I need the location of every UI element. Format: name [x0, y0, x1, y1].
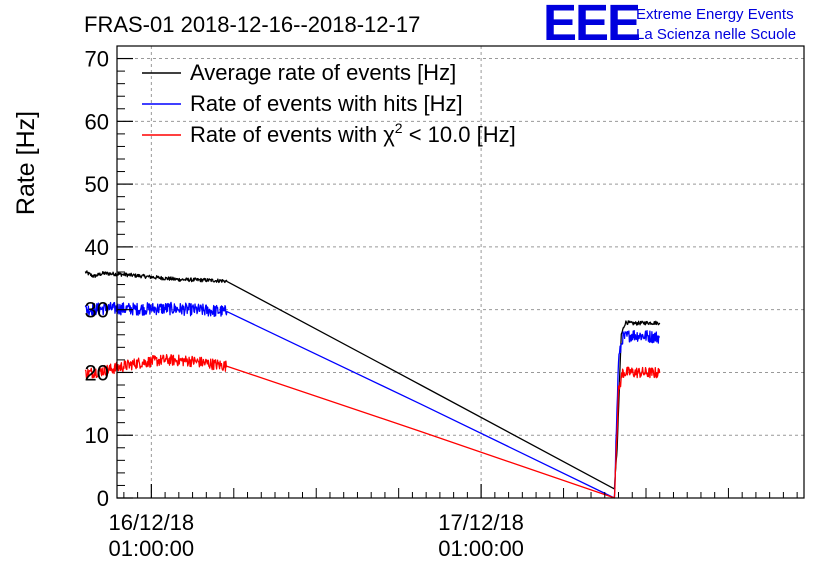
- series-group: [84, 270, 661, 499]
- y-tick-label: 40: [85, 235, 109, 260]
- series-line-2: [84, 354, 661, 499]
- chart-title: FRAS-01 2018-12-16--2018-12-17: [84, 12, 420, 37]
- y-tick-label: 60: [85, 109, 109, 134]
- eee-logo: EEE: [543, 0, 640, 51]
- y-tick-label: 20: [85, 360, 109, 385]
- legend: Average rate of events [Hz] Rate of even…: [142, 60, 516, 147]
- y-tick-label: 30: [85, 298, 109, 323]
- logo-subtitle-line2: La Scienza nelle Scuole: [636, 26, 796, 43]
- y-ticks: 0 10 20 30 40 50 60 70: [85, 45, 133, 511]
- legend-label-chi2: Rate of events with χ2 < 10.0 [Hz]: [190, 120, 516, 147]
- y-tick-label: 70: [85, 47, 109, 72]
- series-line-1: [84, 301, 660, 499]
- x-tick-label-time: 01:00:00: [109, 536, 195, 561]
- legend-label-average: Average rate of events [Hz]: [190, 60, 456, 85]
- y-tick-label: 10: [85, 423, 109, 448]
- legend-label-hits: Rate of events with hits [Hz]: [190, 91, 463, 116]
- x-tick-label-time: 01:00:00: [438, 536, 524, 561]
- x-tick-label-date: 17/12/18: [438, 510, 524, 535]
- y-tick-label: 0: [97, 486, 109, 511]
- grid: [117, 46, 804, 498]
- y-axis-label: Rate [Hz]: [12, 111, 40, 215]
- y-tick-label: 50: [85, 172, 109, 197]
- x-tick-label-date: 16/12/18: [109, 510, 195, 535]
- logo-subtitle-line1: Extreme Energy Events: [636, 6, 794, 23]
